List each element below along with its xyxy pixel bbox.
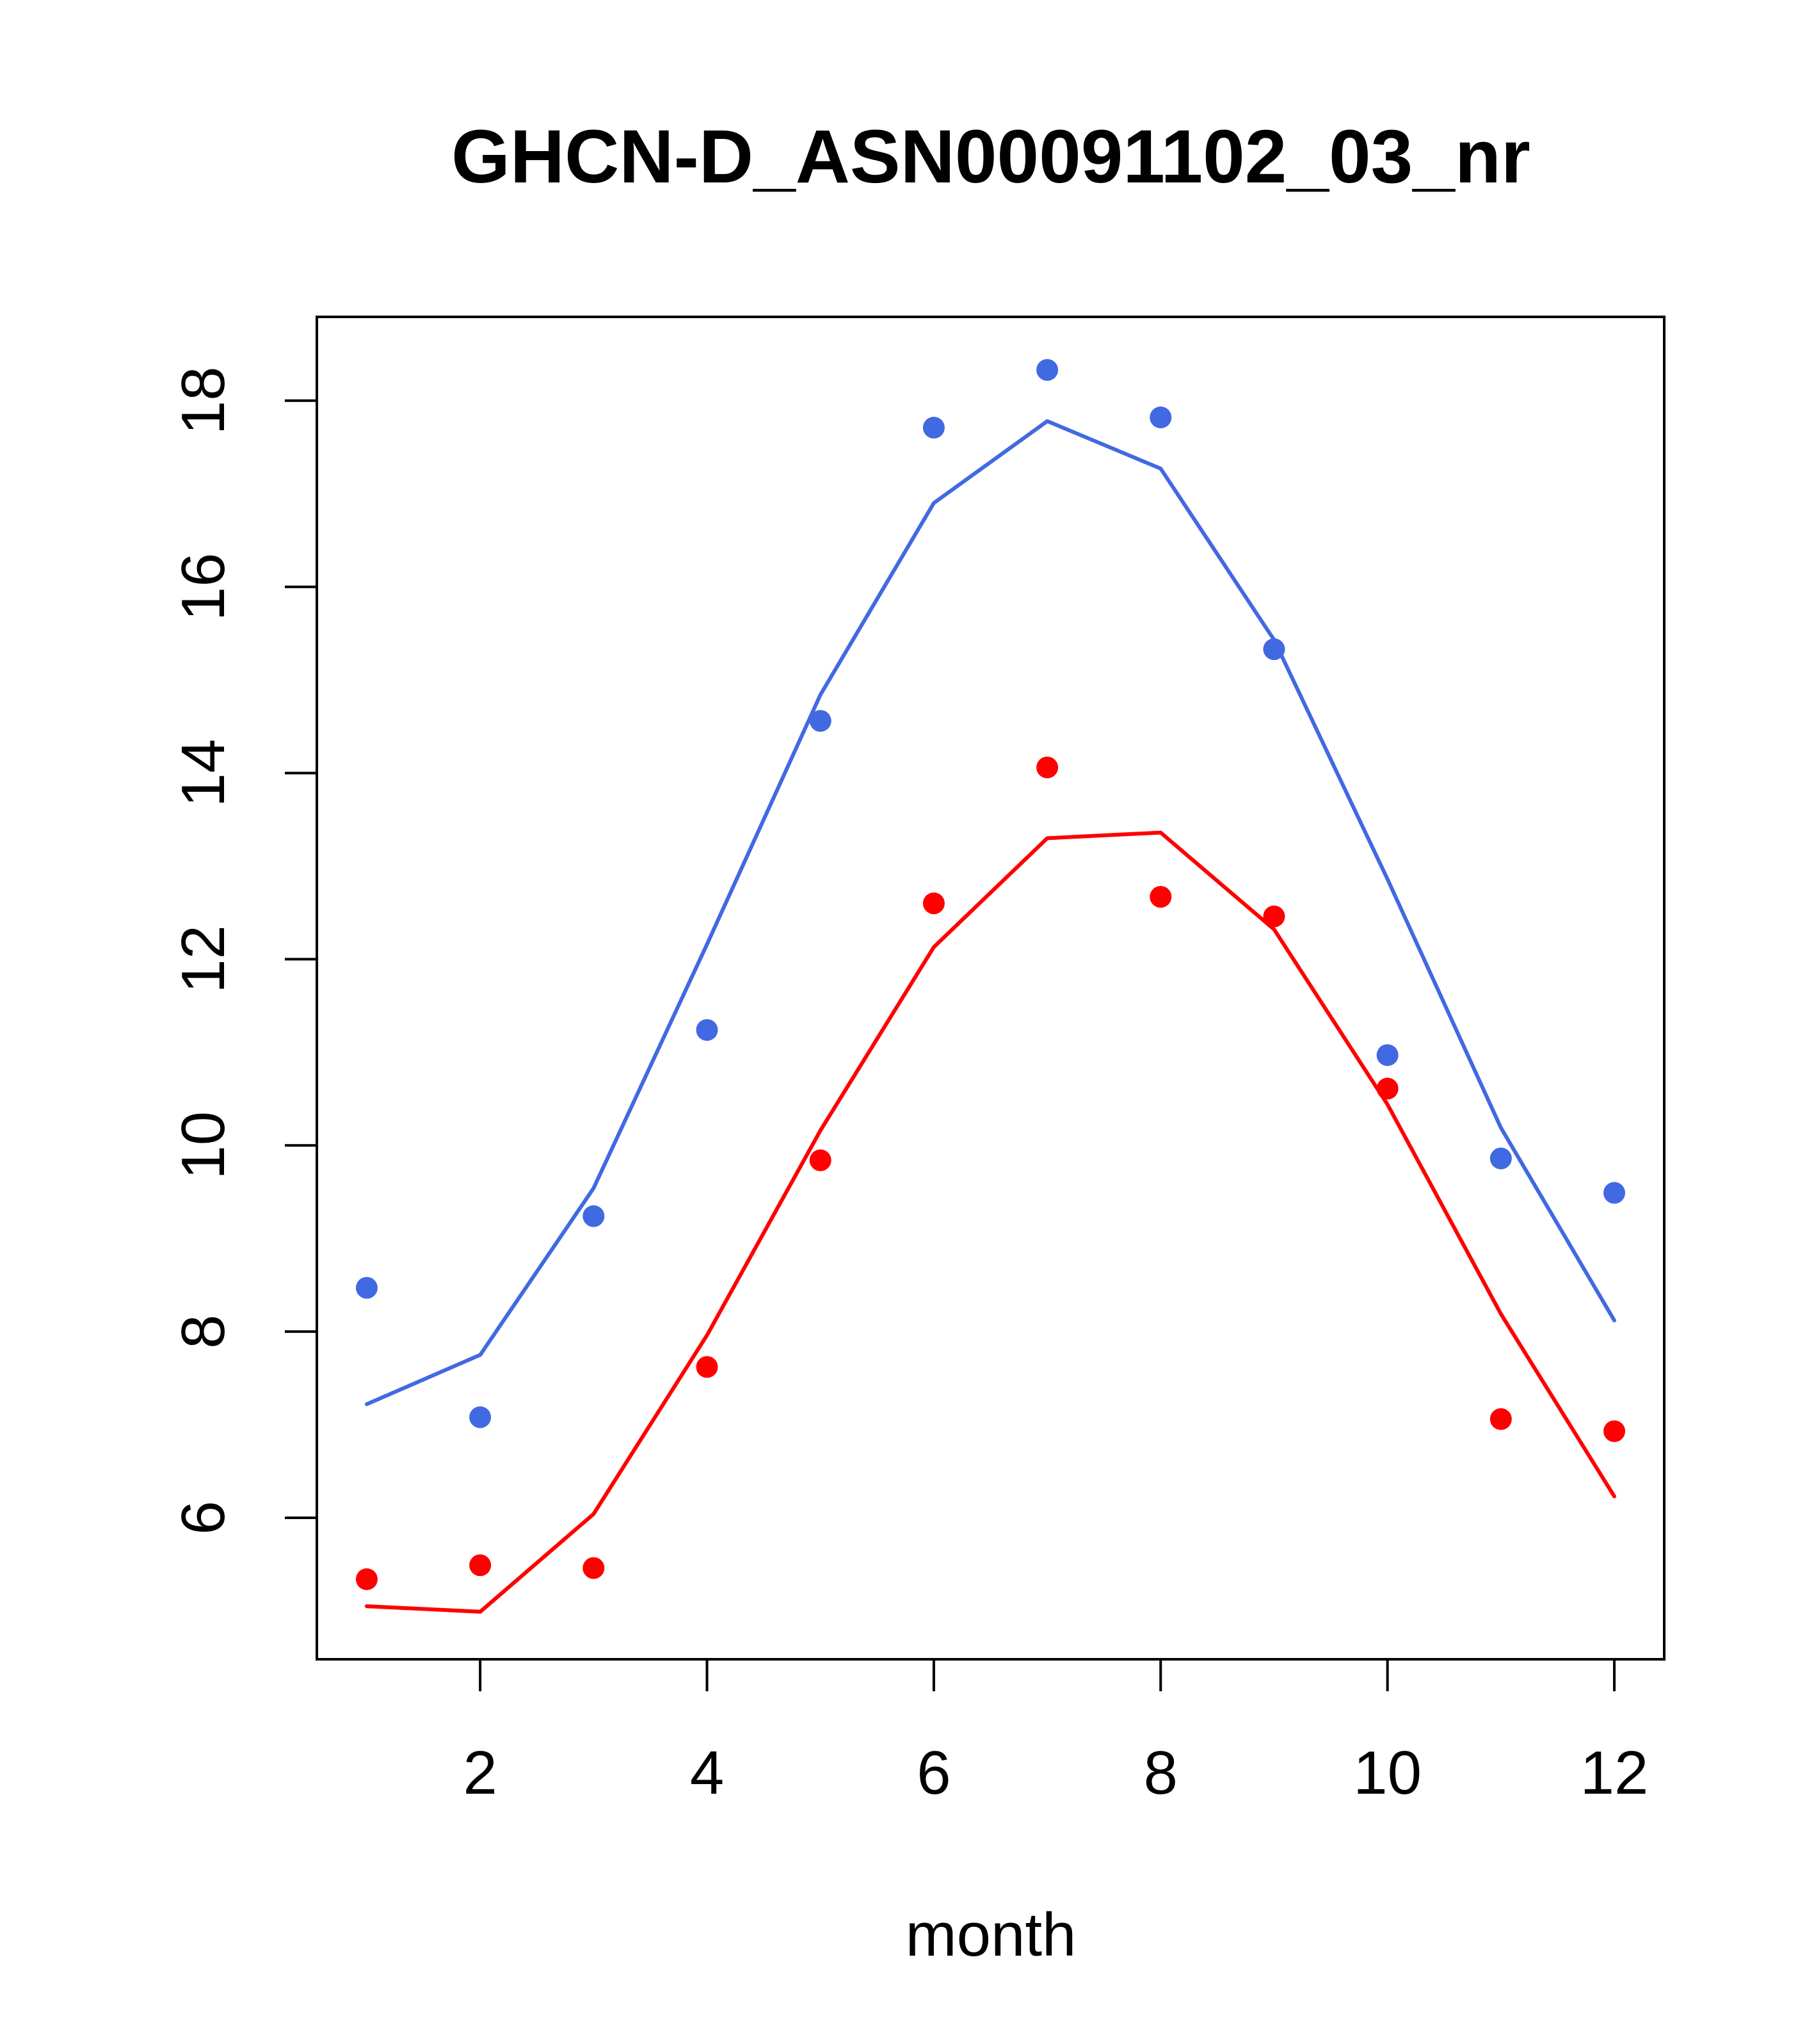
plot-frame [316,316,1666,1661]
y-tick-label: 10 [169,1111,237,1180]
series-1-fit-line [365,419,1616,1406]
series-1-point [469,1406,492,1428]
series-1-point [582,1205,605,1227]
series-2-point [1489,1408,1512,1430]
series-2-point [1376,1077,1399,1100]
x-axis-label: month [906,1901,1077,1969]
y-tick-label: 12 [169,925,237,994]
series-2-point [809,1149,831,1171]
chart-title: GHCN-D_ASN00091102_03_nr [451,115,1530,199]
y-tick-label: 16 [169,552,237,621]
x-tick-label: 8 [1144,1739,1178,1807]
series-2-point [1263,905,1285,928]
series-1-point [1263,638,1285,661]
series-2-point [355,1568,378,1590]
series-2-fit-line [365,830,1616,1614]
x-tick-label: 12 [1580,1739,1649,1807]
series-1-point [922,417,945,439]
y-tick-label: 6 [169,1501,237,1534]
series-2-point [696,1356,718,1378]
series-1-point [1376,1044,1399,1066]
x-tick-label: 2 [463,1739,497,1807]
series-2-point [1036,756,1059,778]
series-1-point [1036,358,1059,381]
series-1-point [1603,1182,1626,1204]
x-tick-label: 6 [917,1739,951,1807]
y-tick-label: 14 [169,739,237,807]
x-tick-label: 4 [690,1739,724,1807]
series-2-point [1150,885,1172,908]
series-2-point [469,1554,492,1577]
y-tick-label: 8 [169,1314,237,1348]
series-1-point [1489,1147,1512,1170]
series-1-point [809,710,831,732]
series-2-point [1603,1420,1626,1442]
series-2-point [922,892,945,915]
series-2-point [582,1557,605,1579]
series-1-point [696,1018,718,1041]
series-1-point [1150,406,1172,429]
series-1-point [355,1276,378,1299]
plot-area: 2 4 6 8 10 12 6 8 10 12 14 16 18 [169,316,1666,1807]
x-tick-label: 10 [1353,1739,1422,1807]
y-tick-label: 18 [169,366,237,435]
